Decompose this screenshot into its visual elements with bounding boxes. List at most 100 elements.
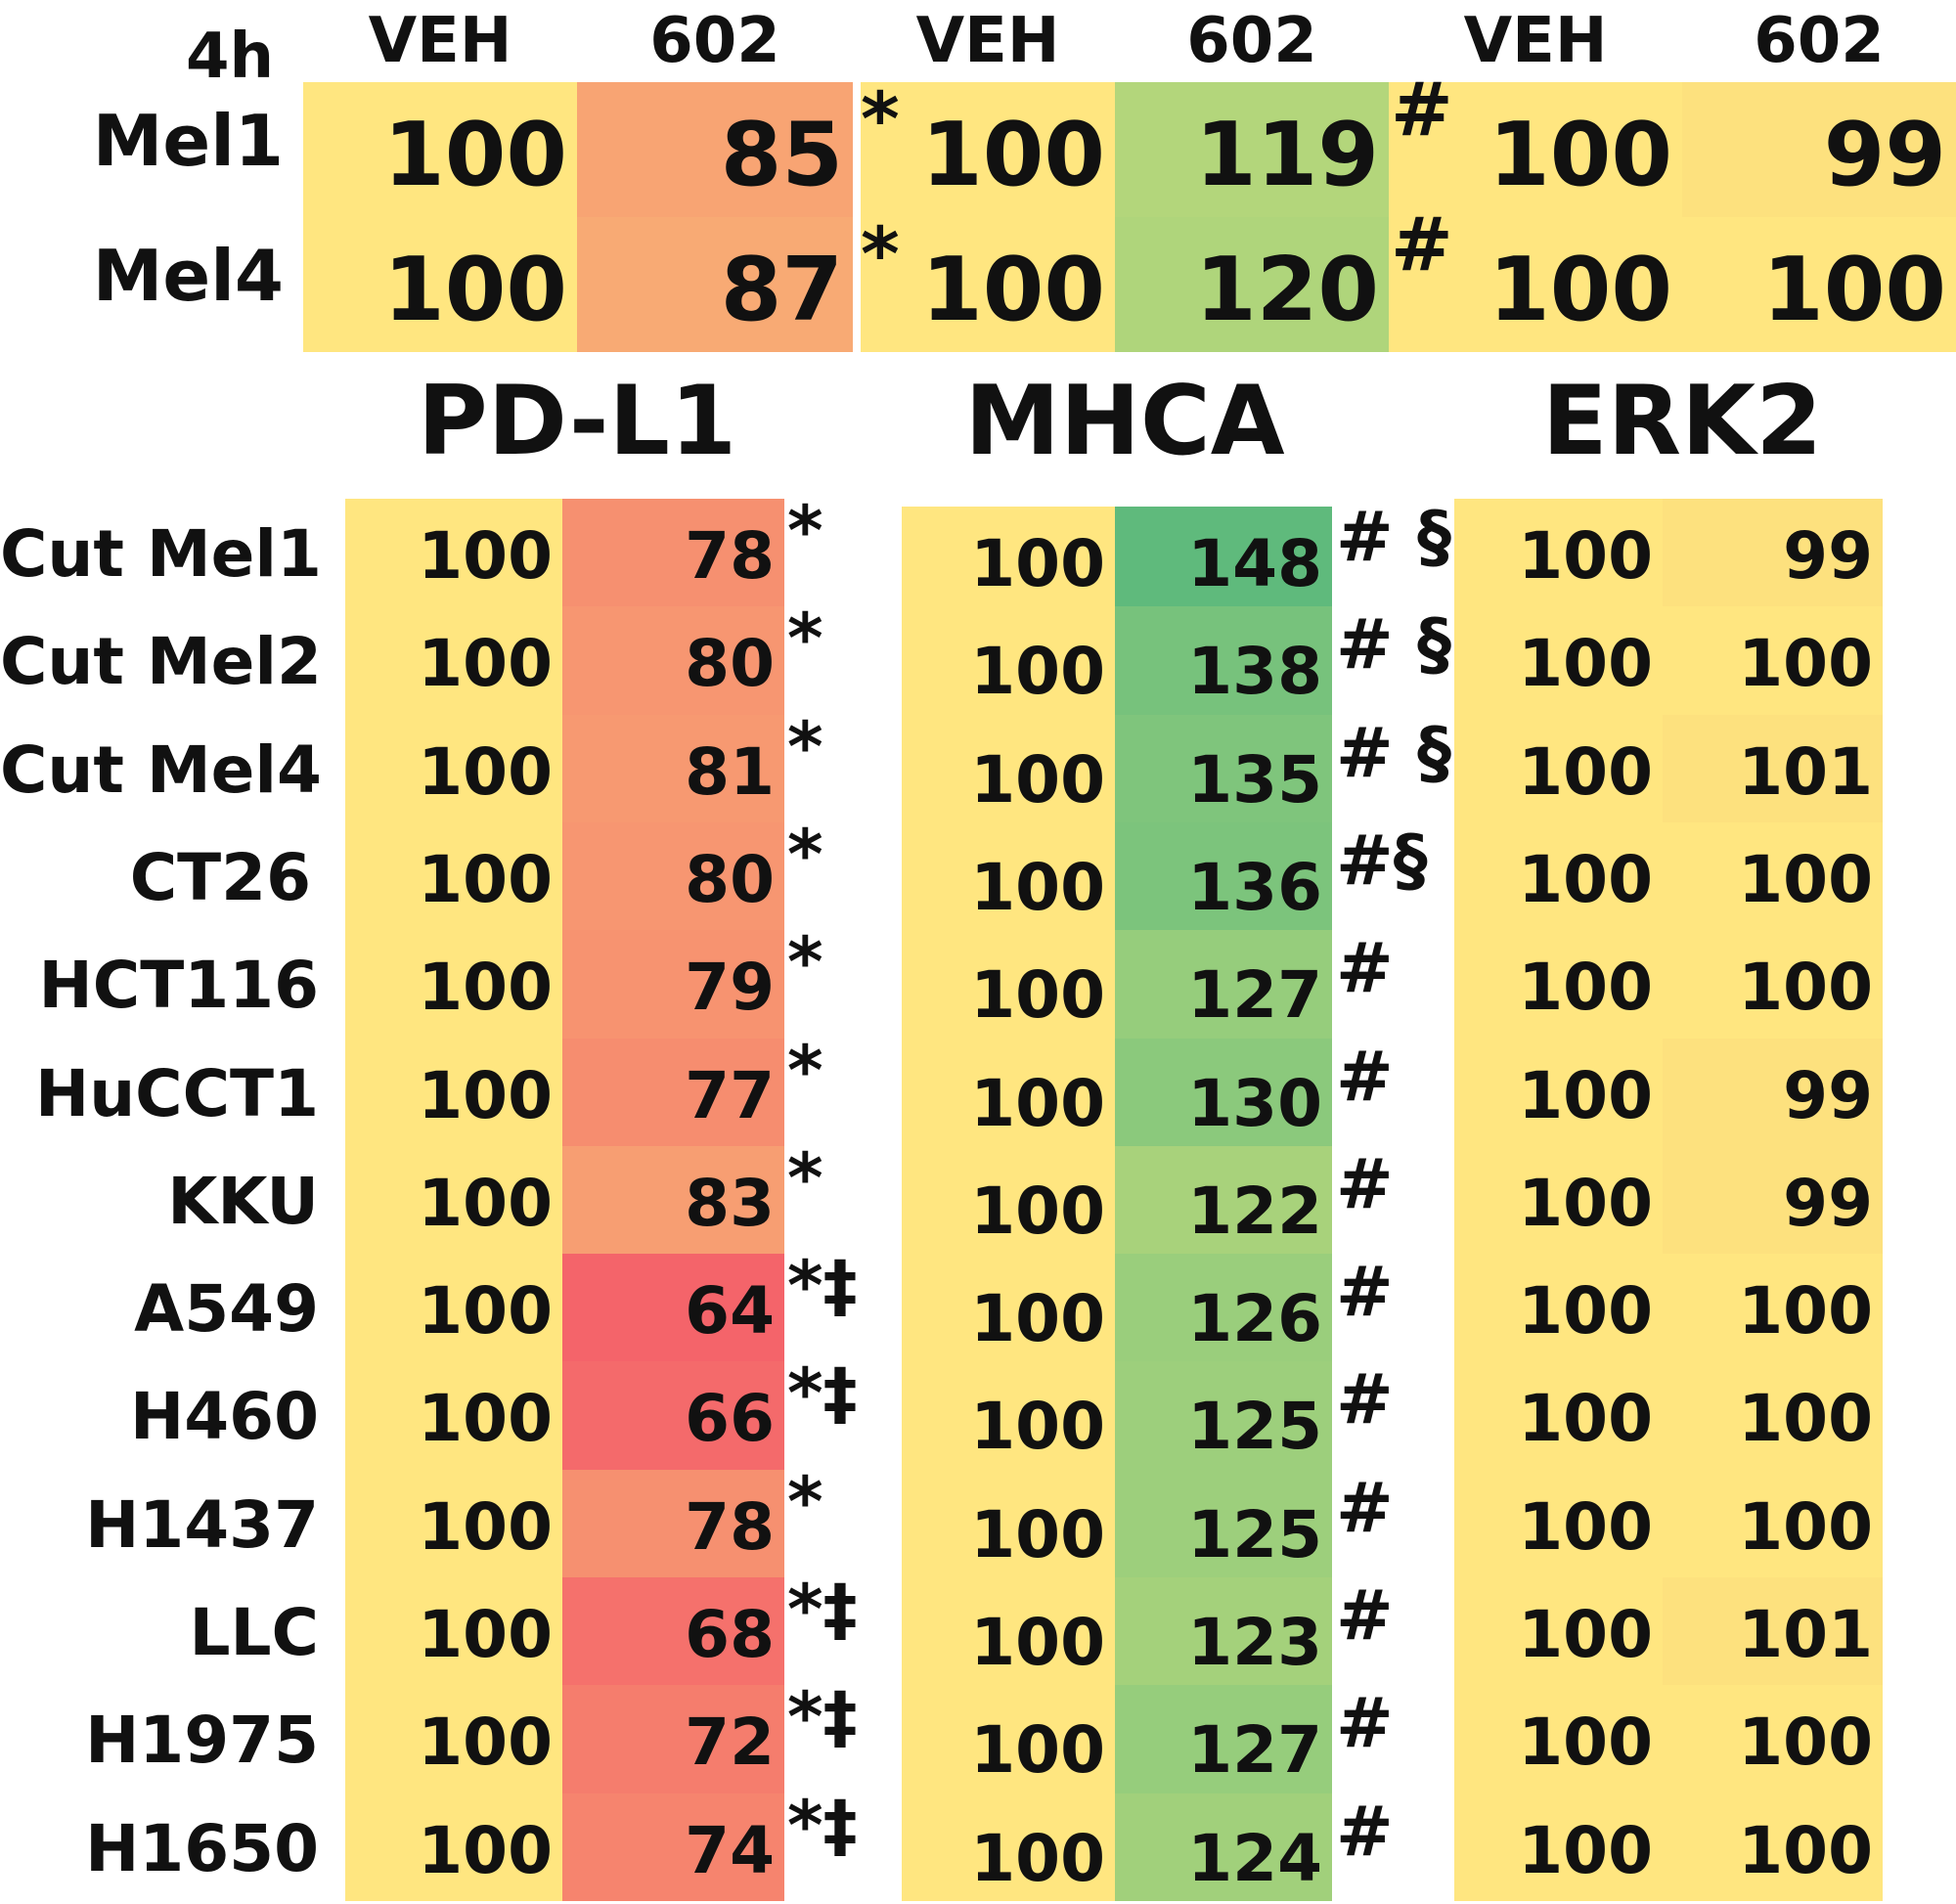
cell-value: 100 — [1518, 733, 1653, 810]
heatmap-cell — [1663, 1793, 1883, 1901]
significance-mark: *‡ — [787, 1785, 858, 1866]
row-label: H460 — [129, 1379, 319, 1455]
row-label: A549 — [134, 1271, 319, 1348]
cell-value: 100 — [970, 634, 1105, 710]
heatmap-cell — [1115, 1469, 1332, 1578]
heatmap-cell — [562, 1361, 784, 1471]
cell-value: 100 — [1738, 1273, 1873, 1350]
heatmap-cell — [1663, 714, 1883, 823]
cell-value: 100 — [970, 526, 1105, 601]
heatmap-cell — [1682, 217, 1956, 352]
heatmap-cell — [902, 606, 1115, 716]
heatmap-cell — [1115, 507, 1332, 608]
significance-mark: # § — [1336, 712, 1452, 793]
heatmap-cell — [1115, 1361, 1332, 1471]
cell-value: 100 — [970, 849, 1105, 925]
heatmap-cell — [345, 1038, 562, 1147]
heatmap-cell — [1454, 499, 1663, 608]
heatmap-cell — [902, 821, 1115, 932]
significance-mark: *‡ — [787, 1353, 858, 1435]
cell-value: 138 — [1187, 634, 1322, 710]
row-label: Cut Mel1 — [0, 516, 322, 592]
heatmap-cell — [345, 606, 562, 716]
heatmap-cell — [1663, 1254, 1883, 1363]
cell-value: 100 — [1738, 950, 1873, 1026]
cell-value: 79 — [685, 950, 775, 1026]
significance-mark: * — [787, 491, 823, 571]
heatmap-cell — [1454, 1254, 1663, 1363]
row-label: Mel4 — [92, 235, 284, 317]
significance-mark: # — [1391, 200, 1453, 288]
cell-value: 127 — [1187, 1712, 1322, 1789]
significance-mark: #§ — [1336, 819, 1428, 901]
cell-value: 100 — [1518, 518, 1653, 594]
cell-value: 127 — [1187, 957, 1322, 1034]
significance-mark: # — [1391, 66, 1453, 153]
heatmap-cell — [1663, 1577, 1883, 1687]
significance-mark: # — [1336, 1791, 1394, 1872]
cell-value: 85 — [720, 104, 843, 206]
row-label: HuCCT1 — [34, 1055, 319, 1131]
heatmap-cell — [1115, 1145, 1332, 1256]
cell-value: 100 — [418, 1273, 553, 1350]
cell-value: 100 — [1738, 1488, 1873, 1565]
heatmap-cell — [345, 821, 562, 932]
cell-value: 72 — [685, 1705, 775, 1781]
heatmap-cell — [562, 821, 784, 932]
cell-value: 78 — [685, 1488, 775, 1565]
cell-value: 100 — [1738, 1812, 1873, 1888]
heatmap-cell — [562, 1685, 784, 1794]
significance-mark: * — [861, 210, 900, 297]
series-title-mhca: MHCA — [964, 366, 1285, 477]
significance-mark: * — [787, 1137, 823, 1218]
heatmap-cell — [1454, 714, 1663, 823]
cell-value: 100 — [418, 841, 553, 917]
cell-value: 100 — [1518, 1165, 1653, 1241]
cell-value: 126 — [1187, 1281, 1322, 1357]
cell-value: 100 — [970, 1605, 1105, 1680]
series-title-erk2: ERK2 — [1541, 366, 1823, 477]
cell-value: 80 — [685, 626, 775, 702]
heatmap-cell — [902, 507, 1115, 608]
heatmap-cell — [1115, 714, 1332, 823]
column-header-602-1: 602 — [649, 5, 780, 77]
cell-value: 87 — [720, 239, 843, 341]
cell-value: 119 — [1195, 104, 1379, 206]
column-header-602-3: 602 — [1754, 5, 1885, 77]
cell-value: 100 — [1518, 841, 1653, 917]
cell-value: 78 — [685, 518, 775, 594]
cell-value: 100 — [970, 957, 1105, 1034]
row-label: Mel1 — [92, 100, 284, 182]
cell-value: 100 — [418, 518, 553, 594]
heatmap-cell — [902, 930, 1115, 1040]
cell-value: 100 — [970, 1820, 1105, 1896]
cell-value: 130 — [1187, 1065, 1322, 1141]
column-header-veh-1: VEH — [368, 5, 512, 77]
cell-value: 100 — [1489, 104, 1672, 206]
heatmap-cell — [861, 217, 1115, 352]
heatmap-cell — [562, 1038, 784, 1147]
cell-value: 100 — [1518, 1273, 1653, 1350]
heatmap-cell — [1663, 821, 1883, 932]
cell-value: 100 — [1738, 626, 1873, 702]
heatmap-cell — [1663, 1145, 1883, 1256]
heatmap-cell — [562, 499, 784, 608]
heatmap-cell — [861, 82, 1115, 218]
heatmap-cell — [1663, 1469, 1883, 1578]
heatmap-cell — [345, 1254, 562, 1363]
cell-value: 100 — [418, 626, 553, 702]
heatmap-cell — [345, 1793, 562, 1901]
cell-value: 101 — [1738, 1597, 1873, 1672]
row-label: H1975 — [85, 1703, 319, 1779]
cell-value: 101 — [1738, 733, 1873, 810]
cell-value: 124 — [1187, 1820, 1322, 1896]
significance-mark: # — [1336, 928, 1394, 1009]
heatmap-cell — [1115, 1038, 1332, 1147]
cell-value: 99 — [1823, 104, 1946, 206]
row-label: Cut Mel4 — [0, 731, 322, 808]
heatmap-cell — [1454, 1038, 1663, 1147]
heatmap-cell — [1389, 217, 1682, 352]
significance-mark: *‡ — [787, 1246, 858, 1327]
heatmap-cell — [1115, 1793, 1332, 1901]
row-label: Cut Mel2 — [0, 624, 322, 700]
